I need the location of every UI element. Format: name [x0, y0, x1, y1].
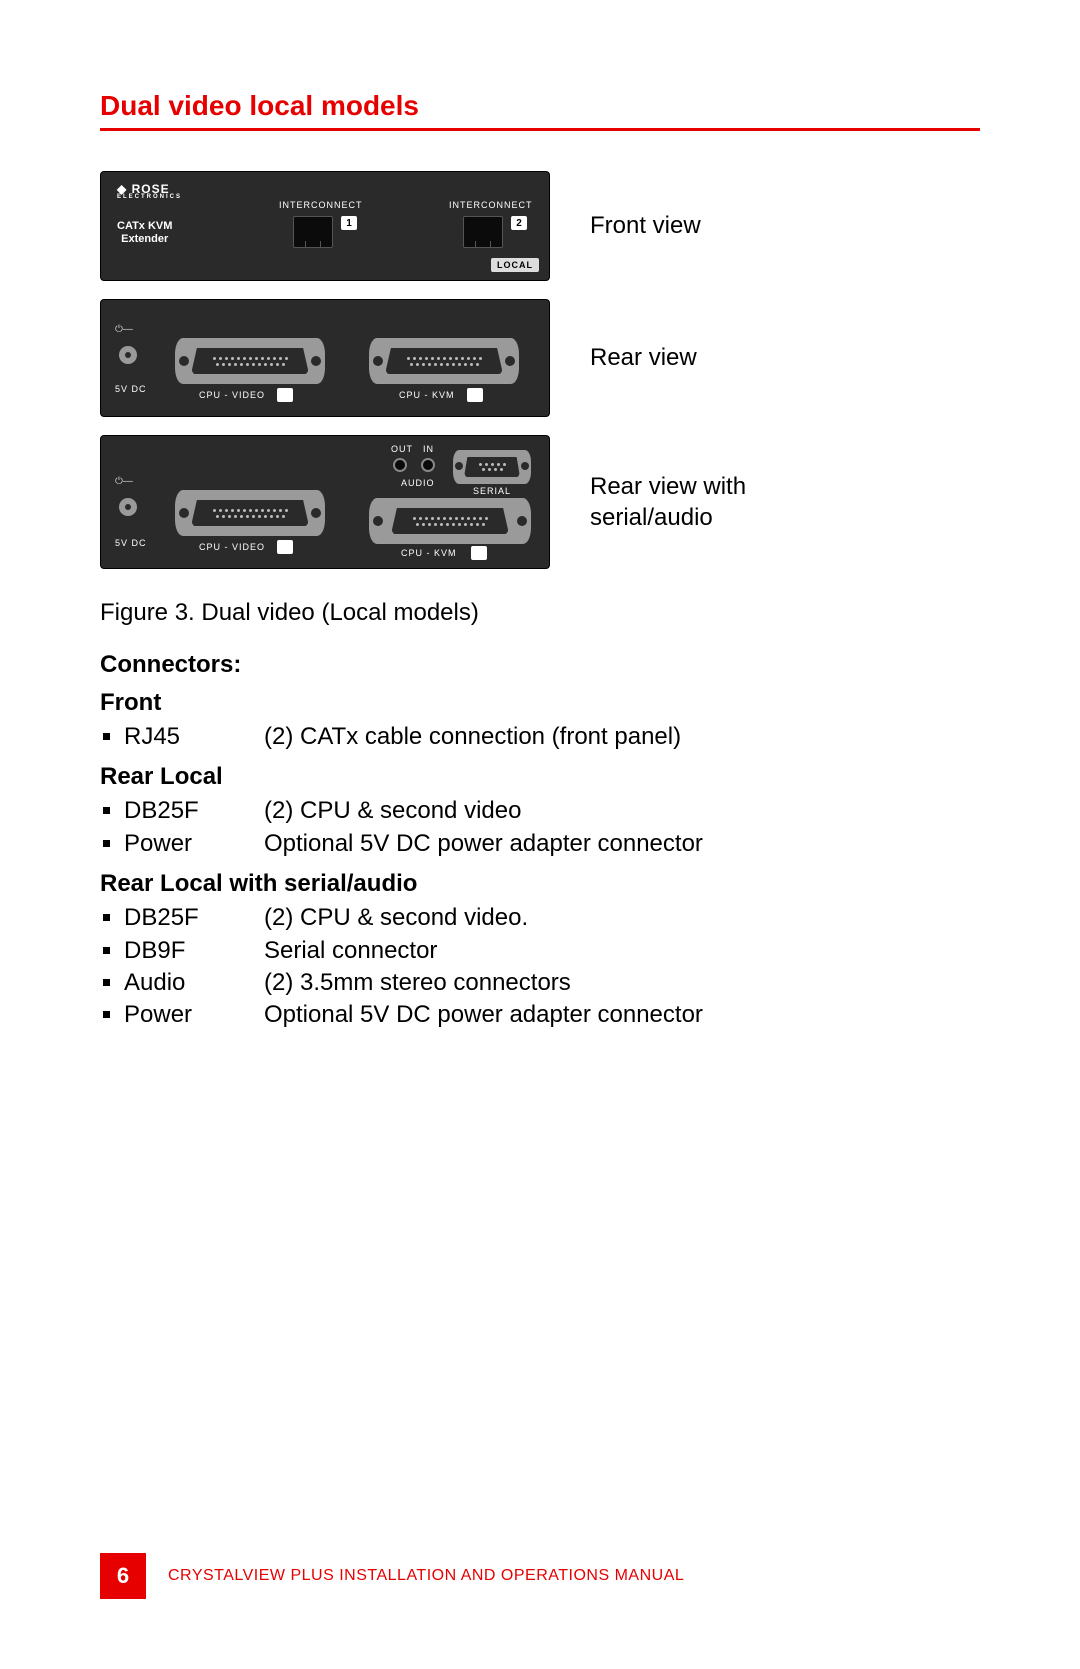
rear-port-num-1: 1 — [471, 546, 487, 560]
rear-sa-bullets: DB25F(2) CPU & second video.DB9FSerial c… — [124, 902, 980, 1032]
cpu-kvm-label: CPU - KVM — [401, 548, 457, 558]
power-icon: ⏻— — [115, 324, 133, 335]
cpu-kvm-label: CPU - KVM — [399, 390, 455, 400]
device-rear-sa-panel: ⏻— 5V DC CPU - VIDEO 2 OUT IN AUDIO — [100, 435, 550, 569]
connector-key: Audio — [124, 967, 264, 999]
connector-desc: Optional 5V DC power adapter connector — [264, 828, 703, 860]
rj45-port-2 — [463, 216, 503, 248]
cpu-video-label: CPU - VIDEO — [199, 542, 265, 552]
figure-row-front: ◆ ROSE ELECTRONICS CATx KVM Extender INT… — [100, 171, 980, 281]
db25-pins — [191, 500, 309, 526]
db9-serial-port — [453, 450, 531, 484]
row-label-rear-sa: Rear view with serial/audio — [590, 471, 850, 533]
audio-label: AUDIO — [401, 478, 435, 488]
rear-port-num-1: 1 — [467, 388, 483, 402]
page-title: Dual video local models — [100, 90, 980, 131]
connector-desc: (2) CPU & second video — [264, 795, 521, 827]
connector-key: Power — [124, 999, 264, 1031]
row-label-rear: Rear view — [590, 344, 697, 372]
connector-key: DB9F — [124, 935, 264, 967]
audio-out-label: OUT — [391, 444, 413, 454]
device-rear-panel: ⏻— 5V DC CPU - VIDEO 2 CPU - KVM 1 — [100, 299, 550, 417]
brand-sub: ELECTRONICS — [117, 194, 182, 200]
connector-item: DB25F(2) CPU & second video — [124, 795, 980, 827]
footer-text: CRYSTALVIEW PLUS INSTALLATION AND OPERAT… — [168, 1567, 684, 1585]
figure-rows: ◆ ROSE ELECTRONICS CATx KVM Extender INT… — [100, 171, 980, 569]
connector-desc: Serial connector — [264, 935, 437, 967]
connector-desc: (2) CPU & second video. — [264, 902, 528, 934]
rear-port-num-2: 2 — [277, 388, 293, 402]
connector-key: DB25F — [124, 795, 264, 827]
connector-item: DB25F(2) CPU & second video. — [124, 902, 980, 934]
connector-item: RJ45(2) CATx cable connection (front pan… — [124, 721, 980, 753]
connector-key: DB25F — [124, 902, 264, 934]
power-icon: ⏻— — [115, 476, 133, 487]
page-footer: 6 CRYSTALVIEW PLUS INSTALLATION AND OPER… — [100, 1553, 684, 1599]
db25-pins — [191, 348, 309, 374]
connector-desc: (2) 3.5mm stereo connectors — [264, 967, 571, 999]
audio-in-jack — [421, 458, 435, 472]
rj45-port-1 — [293, 216, 333, 248]
db9-pins — [464, 457, 520, 477]
connectors-head: Connectors: — [100, 651, 980, 679]
db25-pins — [385, 348, 503, 374]
rear-sa-head: Rear Local with serial/audio — [100, 870, 980, 898]
connector-item: PowerOptional 5V DC power adapter connec… — [124, 828, 980, 860]
power-label: 5V DC — [115, 538, 147, 548]
interconnect-label-2: INTERCONNECT — [449, 200, 533, 210]
connector-item: Audio(2) 3.5mm stereo connectors — [124, 967, 980, 999]
db25-port-kvm — [369, 498, 531, 544]
rear-port-num-2: 2 — [277, 540, 293, 554]
db25-port-video — [175, 490, 325, 536]
rear-bullets: DB25F(2) CPU & second videoPowerOptional… — [124, 795, 980, 860]
audio-out-jack — [393, 458, 407, 472]
port-num-1: 1 — [341, 216, 357, 230]
power-jack — [119, 498, 137, 516]
figure-row-rear-sa: ⏻— 5V DC CPU - VIDEO 2 OUT IN AUDIO — [100, 435, 980, 569]
row-label-front: Front view — [590, 212, 701, 240]
page-number: 6 — [100, 1553, 146, 1599]
power-label: 5V DC — [115, 384, 147, 394]
figure-row-rear: ⏻— 5V DC CPU - VIDEO 2 CPU - KVM 1 — [100, 299, 980, 417]
extender-label: CATx KVM Extender — [117, 220, 172, 246]
device-front-panel: ◆ ROSE ELECTRONICS CATx KVM Extender INT… — [100, 171, 550, 281]
power-jack — [119, 346, 137, 364]
interconnect-label-1: INTERCONNECT — [279, 200, 363, 210]
figure-caption: Figure 3. Dual video (Local models) — [100, 599, 980, 627]
connector-item: DB9FSerial connector — [124, 935, 980, 967]
db25-port-video — [175, 338, 325, 384]
db25-port-kvm — [369, 338, 519, 384]
connector-key: Power — [124, 828, 264, 860]
front-bullets: RJ45(2) CATx cable connection (front pan… — [124, 721, 980, 753]
audio-in-label: IN — [423, 444, 434, 454]
connector-item: PowerOptional 5V DC power adapter connec… — [124, 999, 980, 1031]
connector-key: RJ45 — [124, 721, 264, 753]
db25-pins — [391, 508, 509, 534]
front-head: Front — [100, 689, 980, 717]
brand-logo: ◆ ROSE ELECTRONICS — [117, 182, 182, 200]
connector-desc: (2) CATx cable connection (front panel) — [264, 721, 681, 753]
local-tag: LOCAL — [491, 258, 539, 272]
rear-head: Rear Local — [100, 763, 980, 791]
port-num-2: 2 — [511, 216, 527, 230]
connector-desc: Optional 5V DC power adapter connector — [264, 999, 703, 1031]
cpu-video-label: CPU - VIDEO — [199, 390, 265, 400]
serial-label: SERIAL — [473, 486, 511, 496]
